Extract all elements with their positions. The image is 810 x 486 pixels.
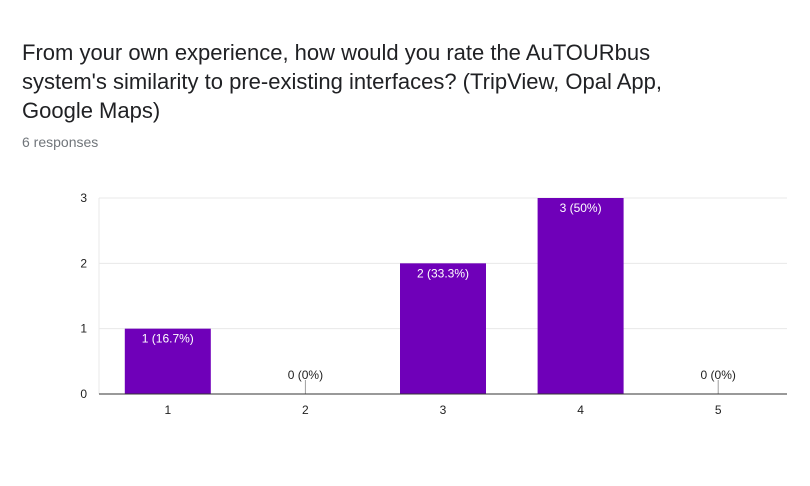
data-label: 0 (0%) — [701, 368, 736, 382]
question-title: From your own experience, how would you … — [22, 40, 662, 123]
y-tick-label: 2 — [80, 256, 87, 270]
data-label: 1 (16.7%) — [142, 332, 194, 346]
x-tick-label: 3 — [440, 403, 447, 417]
y-tick-label: 1 — [80, 322, 87, 336]
data-label: 3 (50%) — [560, 201, 602, 215]
bar — [124, 328, 211, 394]
x-tick-label: 5 — [715, 403, 722, 417]
y-tick-label: 3 — [80, 191, 87, 205]
data-label: 0 (0%) — [288, 368, 323, 382]
x-tick-label: 4 — [577, 403, 584, 417]
bar — [537, 198, 624, 394]
y-tick-label: 0 — [80, 387, 87, 401]
x-tick-label: 2 — [302, 403, 309, 417]
bar — [400, 263, 486, 394]
data-label: 2 (33.3%) — [417, 266, 469, 280]
response-count: 6 responses — [22, 134, 99, 150]
x-tick-label: 1 — [164, 403, 171, 417]
